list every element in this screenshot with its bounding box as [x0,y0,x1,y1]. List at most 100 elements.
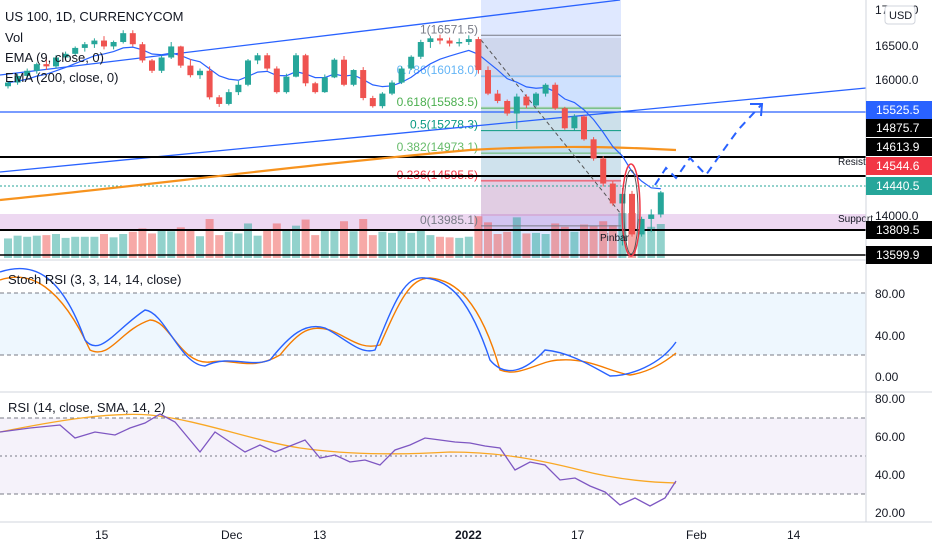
candle-body[interactable] [62,53,69,58]
fib-level-label: 0.618(15583.5) [397,95,478,109]
stoch-k-line[interactable] [0,267,677,377]
rsi-tick-40: 40.00 [875,468,905,482]
candle-body[interactable] [5,82,11,87]
projected-path-arrow[interactable] [654,103,763,186]
candle-body[interactable] [321,77,328,93]
candle-body[interactable] [197,70,203,76]
candle-body[interactable] [408,56,415,69]
candle-body[interactable] [110,42,117,47]
candle-body[interactable] [609,183,616,204]
currency-badge[interactable]: USD [884,5,916,25]
candle-body[interactable] [590,139,597,159]
candle-body[interactable] [475,39,482,71]
candle-body[interactable] [561,108,568,129]
candle-body[interactable] [542,84,549,94]
candle-body[interactable] [53,57,59,67]
candle-body[interactable] [14,75,21,83]
candle-body[interactable] [398,68,405,83]
rsi-sma-line[interactable] [0,413,677,484]
vol-label[interactable]: Vol [5,30,23,45]
candle-body[interactable] [24,70,31,76]
candle-body[interactable] [302,55,309,84]
candle-body[interactable] [446,40,453,44]
ema-200-line[interactable] [0,145,677,202]
rsi-title[interactable]: RSI (14, close, SMA, 14, 2) [8,400,166,415]
candle-body[interactable] [254,55,261,61]
candle-body[interactable] [273,68,280,93]
channel-upper-line[interactable] [0,0,621,76]
rsi-line[interactable] [0,413,677,507]
candle-body[interactable] [379,93,386,107]
candle-body[interactable] [129,33,136,45]
ema200-label[interactable]: EMA (200, close, 0) [5,70,118,85]
candle-body[interactable] [293,55,299,77]
candle-body[interactable] [369,98,376,107]
candle-body[interactable] [331,59,338,78]
pinbar-highlight-ellipse[interactable] [621,163,641,257]
candle-body[interactable] [216,97,223,104]
time-axis[interactable]: 15 Dec 13 2022 17 Feb 14 [0,521,932,542]
stoch-rsi-pane[interactable]: Stoch RSI (3, 3, 14, 14, close) 80.00 40… [0,267,905,384]
candle-body[interactable] [33,64,40,71]
support-label[interactable]: Support [838,214,873,225]
candle-body[interactable] [139,44,146,61]
symbol-title[interactable]: US 100, 1D, CURRENCYCOM [5,9,183,24]
candle-body[interactable] [120,33,127,43]
candle-body[interactable] [168,46,175,58]
candle-body[interactable] [101,40,107,47]
candle-body[interactable] [437,38,443,41]
candle-body[interactable] [638,218,645,235]
candle-body[interactable] [187,65,194,76]
candle-body[interactable] [360,70,367,99]
pinbar-label[interactable]: Pinbar [600,233,630,244]
candle-body[interactable] [417,42,424,57]
price-pane[interactable]: 1(16571.5)0.786(16018.0)0.618(15583.5)0.… [0,0,888,258]
candle-body[interactable] [494,93,501,101]
candle-body[interactable] [552,84,559,109]
candle-body[interactable] [533,93,539,106]
candle-body[interactable] [312,83,319,93]
candle-body[interactable] [245,60,251,85]
candlesticks[interactable] [5,30,664,246]
candle-body[interactable] [648,214,655,219]
candle-body[interactable] [350,70,357,85]
candle-body[interactable] [657,192,664,215]
candle-body[interactable] [91,40,98,45]
ema9-label[interactable]: EMA (9, close, 0) [5,50,104,65]
candle-body[interactable] [81,44,88,48]
resistance-label[interactable]: Resistance [838,157,888,168]
candle-body[interactable] [72,47,79,54]
candle-body[interactable] [427,38,434,43]
candle-body[interactable] [283,76,290,93]
fib-retracement[interactable]: 1(16571.5)0.786(16018.0)0.618(15583.5)0.… [397,22,621,227]
candle-body[interactable] [465,39,472,43]
candle-body[interactable] [523,96,530,106]
stoch-d-line[interactable] [0,276,677,376]
candle-body[interactable] [43,64,50,67]
candle-body[interactable] [158,57,165,71]
candle-body[interactable] [225,92,232,104]
candle-body[interactable] [264,55,271,69]
candle-body[interactable] [571,116,578,129]
candle-body[interactable] [629,193,635,235]
candle-body[interactable] [389,82,395,94]
price-axis[interactable]: 17000.0 16500.0 16000.0 14000.0 USD 1552… [866,3,932,264]
candle-body[interactable] [341,59,347,85]
candle-body[interactable] [600,158,607,184]
candle-body[interactable] [206,70,213,98]
volume-bar [215,235,224,258]
candle-body[interactable] [513,96,520,114]
stoch-title[interactable]: Stoch RSI (3, 3, 14, 14, close) [8,272,181,287]
candle-body[interactable] [485,70,491,94]
candle-body[interactable] [149,60,155,71]
chart-legend[interactable]: US 100, 1D, CURRENCYCOM Vol EMA (9, clos… [5,9,183,85]
price-tag-label: 13809.5 [876,223,920,237]
candle-body[interactable] [504,100,511,114]
candle-body[interactable] [581,116,587,140]
candle-body[interactable] [456,42,463,44]
candle-body[interactable] [177,46,184,66]
rsi-pane[interactable]: RSI (14, close, SMA, 14, 2) 80.00 60.00 … [0,392,905,520]
candle-body[interactable] [235,84,242,93]
